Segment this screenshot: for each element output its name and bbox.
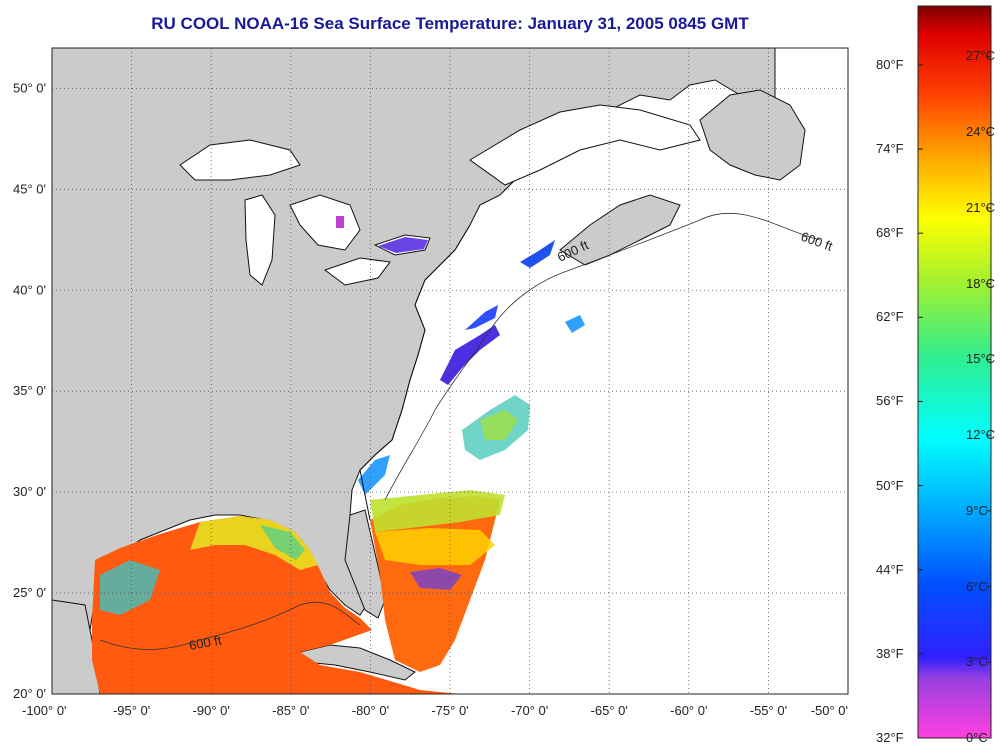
x-tick-label: -95° 0' bbox=[113, 703, 150, 718]
colorbar-fahrenheit-label: 44°F bbox=[876, 561, 904, 577]
map-frame bbox=[51, 47, 849, 695]
x-tick-label: -100° 0' bbox=[22, 703, 67, 718]
coastline-east bbox=[359, 224, 471, 521]
x-tick-label: -85° 0' bbox=[272, 703, 309, 718]
colorbar-celsius-label: 3°C bbox=[966, 654, 988, 670]
colorbar-celsius-label: 24°C bbox=[966, 124, 996, 140]
colorbar-celsius-label: 6°C bbox=[966, 578, 988, 594]
y-tick-label: 25° 0' bbox=[13, 585, 46, 600]
colorbar bbox=[917, 5, 992, 739]
sst-offshore-patch bbox=[565, 315, 585, 333]
x-tick-label: -80° 0' bbox=[352, 703, 389, 718]
land-cuba bbox=[299, 644, 416, 681]
x-tick-label: -60° 0' bbox=[670, 703, 707, 718]
colorbar-celsius-label: 18°C bbox=[966, 275, 996, 291]
sst-gulf-west-mix bbox=[100, 560, 160, 615]
colorbar-celsius-label: 27°C bbox=[966, 48, 996, 64]
sst-lake-huron-patch bbox=[336, 216, 344, 228]
y-tick-label: 50° 0' bbox=[13, 80, 46, 95]
map-title: RU COOL NOAA-16 Sea Surface Temperature:… bbox=[151, 14, 749, 33]
y-tick-label: 40° 0' bbox=[13, 282, 46, 297]
x-tick-label: -70° 0' bbox=[511, 703, 548, 718]
colorbar-fahrenheit-label: 62°F bbox=[876, 309, 904, 325]
land-newfoundland bbox=[699, 89, 806, 181]
y-tick-label: 35° 0' bbox=[13, 383, 46, 398]
sst-carolina-strip bbox=[358, 455, 390, 495]
sst-gulf-of-maine bbox=[520, 240, 555, 268]
latitude-axis: 50° 0' 45° 0' 40° 0' 35° 0' 30° 0' 25° 0' 20° … bbox=[13, 80, 46, 701]
colorbar-ticks bbox=[918, 55, 991, 739]
isobath-600ft bbox=[99, 212, 821, 650]
great-lakes bbox=[179, 104, 701, 286]
sst-gulf-cool-patch bbox=[260, 525, 305, 560]
colorbar-fahrenheit-label: 32°F bbox=[876, 730, 904, 745]
colorbar-fahrenheit-label: 68°F bbox=[876, 225, 904, 241]
sst-eddy-core bbox=[480, 410, 518, 440]
sst-atlantic-yellow bbox=[375, 528, 495, 565]
colorbar-fahrenheit-label: 56°F bbox=[876, 393, 904, 409]
sst-ny-bight bbox=[465, 305, 498, 330]
colorbar-celsius-label: 12°C bbox=[966, 427, 996, 443]
x-tick-label: -65° 0' bbox=[591, 703, 628, 718]
colorbar-fahrenheit-label: 74°F bbox=[876, 141, 904, 157]
sst-gulf-of-mexico bbox=[92, 516, 460, 694]
x-tick-label: -55° 0' bbox=[750, 703, 787, 718]
x-tick-label: -75° 0' bbox=[431, 703, 468, 718]
y-tick-label: 45° 0' bbox=[13, 181, 46, 196]
land-florida bbox=[344, 509, 386, 619]
colorbar-celsius-label: 0°C bbox=[966, 730, 988, 745]
colorbar-celsius-label: 15°C bbox=[966, 351, 996, 367]
colorbar-fahrenheit-label: 50°F bbox=[876, 477, 904, 493]
y-tick-label: 30° 0' bbox=[13, 484, 46, 499]
colorbar-fahrenheit-label: 80°F bbox=[876, 56, 904, 72]
x-tick-label: -90° 0' bbox=[193, 703, 230, 718]
sst-bahamas-patch bbox=[410, 568, 462, 590]
colorbar-fahrenheit-label: 38°F bbox=[876, 645, 904, 661]
colorbar-celsius-label: 21°C bbox=[966, 199, 996, 215]
longitude-axis: -100° 0' -95° 0' -90° 0' -85° 0' -80° 0' -75°… bbox=[22, 703, 848, 718]
colorbar-celsius-label: 9°C bbox=[966, 502, 988, 518]
x-tick-label: -50° 0' bbox=[811, 703, 848, 718]
sst-mid-atlantic-strip bbox=[440, 325, 500, 385]
graticule bbox=[51, 48, 849, 694]
isobath-label-3: 600 ft bbox=[188, 632, 223, 652]
y-tick-label: 20° 0' bbox=[13, 686, 46, 701]
sst-lake-ontario bbox=[378, 237, 428, 253]
sst-gulf-nearshore bbox=[190, 516, 318, 570]
sst-atlantic-cool-band bbox=[370, 490, 505, 532]
